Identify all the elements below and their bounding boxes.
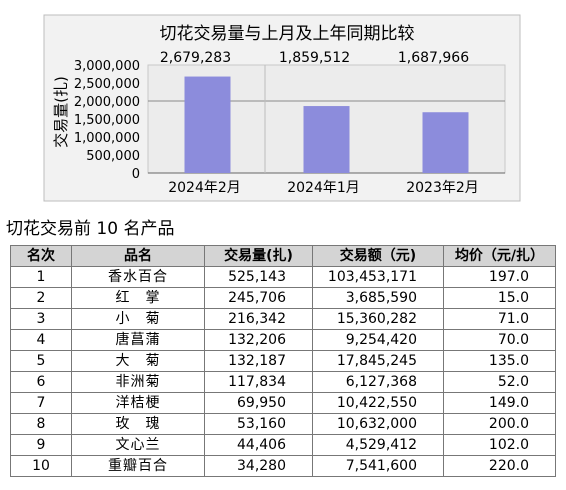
cell-avg-price: 220.0	[443, 455, 556, 477]
cell-rank: 9	[10, 434, 72, 456]
cell-volume: 525,143	[204, 266, 313, 288]
data-label: 1,687,966	[398, 50, 469, 66]
table-row: 6 非洲菊 117,834 6,127,368 52.0	[10, 371, 556, 393]
y-tick-label: 1,000,000	[74, 131, 140, 146]
cell-rank: 10	[10, 455, 72, 477]
table-row: 10 重瓣百合 34,280 7,541,600 220.0	[10, 455, 556, 477]
chart: 0 500,000 1,000,000 1,500,000 2,000,000 2,500…	[0, 0, 566, 210]
cell-product-name: 大 菊	[71, 350, 205, 372]
cell-amount: 3,685,590	[312, 287, 444, 309]
cell-amount: 17,845,245	[312, 350, 444, 372]
cell-volume: 117,834	[204, 371, 313, 393]
x-tick-label: 2024年2月	[168, 180, 241, 196]
table-row: 9 文心兰 44,406 4,529,412 102.0	[10, 434, 556, 456]
y-tick-label: 2,000,000	[74, 95, 140, 110]
header-rank: 名次	[10, 245, 72, 267]
cell-volume: 132,206	[204, 329, 313, 351]
cell-amount: 10,632,000	[312, 413, 444, 435]
cell-product-name: 重瓣百合	[71, 455, 205, 477]
cell-rank: 8	[10, 413, 72, 435]
cell-rank: 1	[10, 266, 72, 288]
cell-rank: 6	[10, 371, 72, 393]
cell-volume: 245,706	[204, 287, 313, 309]
y-tick-label: 0	[132, 167, 140, 182]
cell-avg-price: 200.0	[443, 413, 556, 435]
bar-chart-svg: 0 500,000 1,000,000 1,500,000 2,000,000 2,500…	[43, 14, 521, 202]
cell-product-name: 小 菊	[71, 308, 205, 330]
cell-product-name: 文心兰	[71, 434, 205, 456]
cell-product-name: 唐菖蒲	[71, 329, 205, 351]
cell-avg-price: 135.0	[443, 350, 556, 372]
cell-amount: 9,254,420	[312, 329, 444, 351]
cell-rank: 7	[10, 392, 72, 414]
table-row: 4 唐菖蒲 132,206 9,254,420 70.0	[10, 329, 556, 351]
table-body: 1 香水百合 525,143 103,453,171 197.0 2 红 掌 245,706 3…	[10, 266, 556, 477]
cell-avg-price: 70.0	[443, 329, 556, 351]
y-tick-label: 2,500,000	[74, 77, 140, 92]
cell-product-name: 非洲菊	[71, 371, 205, 393]
header-volume: 交易量(扎)	[204, 245, 313, 267]
cell-volume: 53,160	[204, 413, 313, 435]
bar-1	[184, 76, 231, 173]
cell-avg-price: 52.0	[443, 371, 556, 393]
cell-rank: 5	[10, 350, 72, 372]
y-axis-label: 交易量(扎)	[52, 76, 70, 148]
cell-rank: 3	[10, 308, 72, 330]
cell-volume: 69,950	[204, 392, 313, 414]
cell-product-name: 香水百合	[71, 266, 205, 288]
table-row: 7 洋桔梗 69,950 10,422,550 149.0	[10, 392, 556, 414]
header-product-name: 品名	[71, 245, 205, 267]
cell-amount: 4,529,412	[312, 434, 444, 456]
cell-rank: 4	[10, 329, 72, 351]
cell-avg-price: 102.0	[443, 434, 556, 456]
y-tick-label: 1,500,000	[74, 113, 140, 128]
cell-avg-price: 71.0	[443, 308, 556, 330]
cell-product-name: 洋桔梗	[71, 392, 205, 414]
data-label: 2,679,283	[160, 50, 231, 66]
cell-volume: 44,406	[204, 434, 313, 456]
cell-avg-price: 197.0	[443, 266, 556, 288]
cell-rank: 2	[10, 287, 72, 309]
cell-amount: 103,453,171	[312, 266, 444, 288]
top10-products-table: 名次 品名 交易量(扎) 交易额（元) 均价（元/扎） 1 香水百合 525,143…	[10, 245, 556, 477]
cell-amount: 6,127,368	[312, 371, 444, 393]
y-tick-label: 500,000	[86, 149, 140, 164]
x-tick-label: 2023年2月	[406, 180, 479, 196]
cell-amount: 15,360,282	[312, 308, 444, 330]
cell-avg-price: 15.0	[443, 287, 556, 309]
cell-amount: 7,541,600	[312, 455, 444, 477]
cell-amount: 10,422,550	[312, 392, 444, 414]
header-avg-price: 均价（元/扎）	[443, 245, 556, 267]
cell-product-name: 红 掌	[71, 287, 205, 309]
data-label: 1,859,512	[279, 50, 350, 66]
cell-volume: 132,187	[204, 350, 313, 372]
cell-volume: 34,280	[204, 455, 313, 477]
y-tick-label: 3,000,000	[74, 59, 140, 74]
cell-product-name: 玫 瑰	[71, 413, 205, 435]
cell-volume: 216,342	[204, 308, 313, 330]
bar-3	[422, 112, 469, 173]
table-title: 切花交易前 10 名产品	[6, 219, 175, 239]
header-amount: 交易额（元)	[312, 245, 444, 267]
table-row: 1 香水百合 525,143 103,453,171 197.0	[10, 266, 556, 288]
x-tick-label: 2024年1月	[287, 180, 360, 196]
bar-2	[303, 106, 350, 173]
chart-title: 切花交易量与上月及上年同期比较	[160, 24, 415, 44]
cell-avg-price: 149.0	[443, 392, 556, 414]
table-header-row: 名次 品名 交易量(扎) 交易额（元) 均价（元/扎）	[10, 245, 556, 267]
